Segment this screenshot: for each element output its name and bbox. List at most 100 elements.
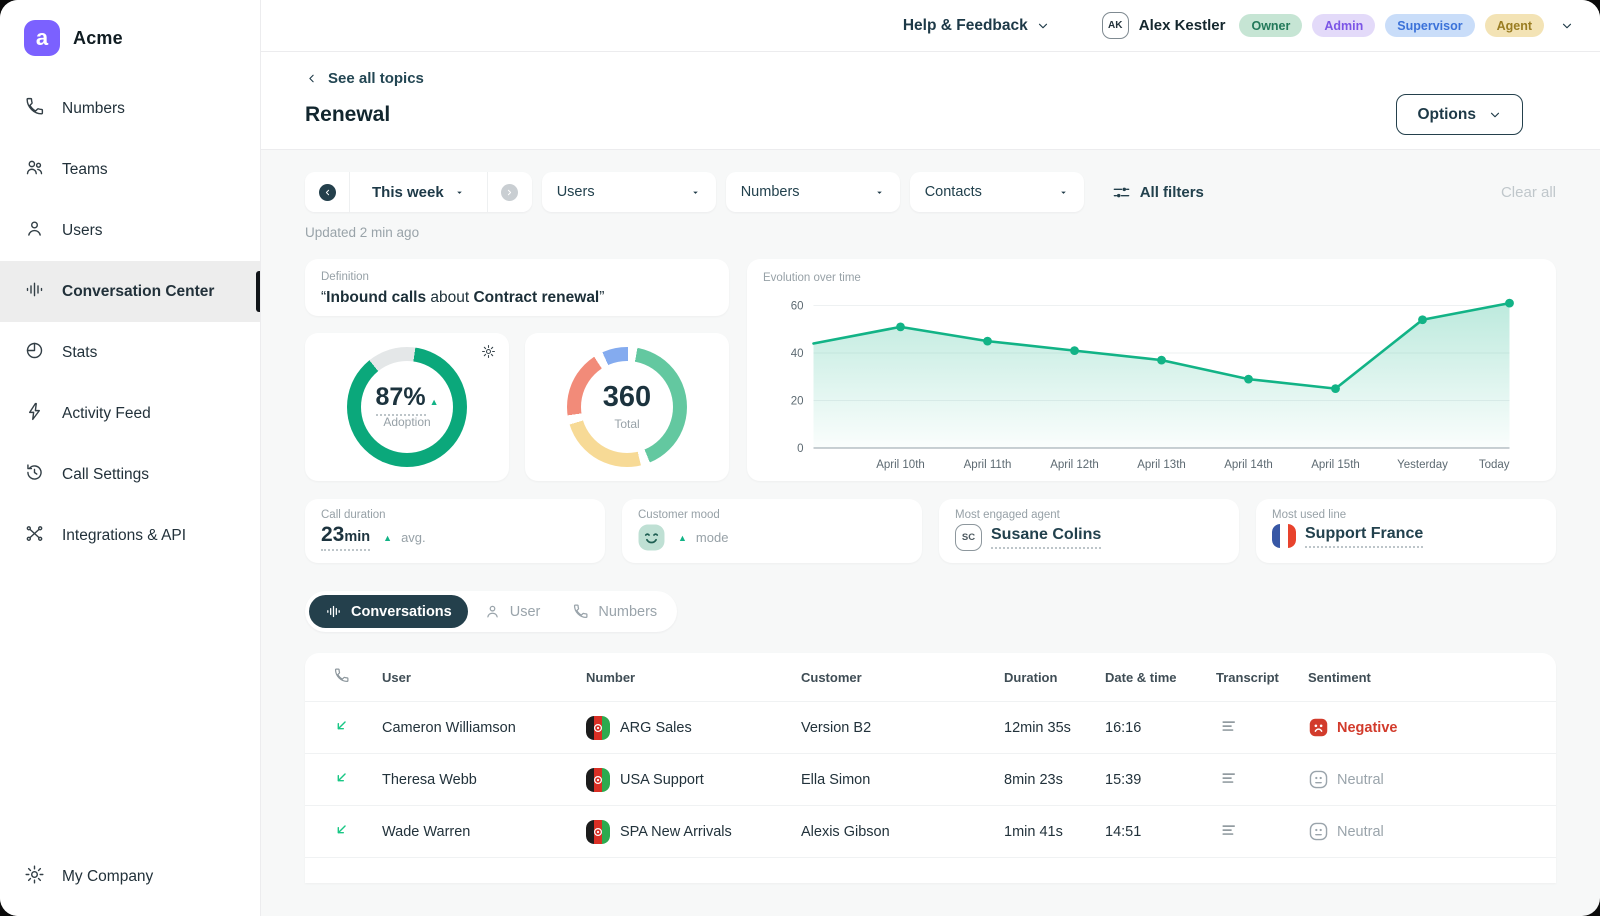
network-icon xyxy=(24,523,45,549)
caret-down-icon xyxy=(454,187,465,198)
main-region: Help & Feedback AK Alex Kestler Owner Ad… xyxy=(261,0,1600,916)
sentiment-label: Negative xyxy=(1337,720,1397,736)
bolt-icon xyxy=(24,401,45,427)
column-header: Sentiment xyxy=(1308,670,1556,685)
definition-label: Definition xyxy=(321,271,713,283)
happy-face-icon[interactable] xyxy=(638,524,665,551)
cell-customer: Version B2 xyxy=(801,720,1004,736)
sentiment-label: Neutral xyxy=(1337,772,1384,788)
adoption-value[interactable]: 87% xyxy=(376,385,439,410)
previous-period-button[interactable] xyxy=(305,172,349,212)
transcript-button[interactable] xyxy=(1216,713,1243,743)
agent-name[interactable]: Susane Colins xyxy=(991,526,1101,549)
sentiment-value: Negative xyxy=(1308,717,1556,738)
chevron-down-icon xyxy=(1560,19,1574,33)
user-icon xyxy=(484,603,501,620)
all-filters-button[interactable]: All filters xyxy=(1112,183,1204,202)
users-filter-dropdown[interactable]: Users xyxy=(542,172,716,212)
sidebar-item-call-settings[interactable]: Call Settings xyxy=(0,444,260,505)
cell-user: Wade Warren xyxy=(382,824,586,840)
svg-text:60: 60 xyxy=(791,301,804,313)
most-engaged-agent-card: Most engaged agent SC Susane Colins xyxy=(939,499,1239,563)
tab-conversations[interactable]: Conversations xyxy=(309,595,468,628)
options-button[interactable]: Options xyxy=(1396,94,1523,135)
stat-label: Call duration xyxy=(321,509,589,521)
tab-label: Numbers xyxy=(598,604,657,620)
sidebar-item-users[interactable]: Users xyxy=(0,200,260,261)
neutral-face-icon xyxy=(1308,769,1329,790)
caret-down-icon xyxy=(690,187,701,198)
pie-icon xyxy=(24,340,45,366)
stat-note: mode xyxy=(696,530,729,545)
cell-number: SPA New Arrivals xyxy=(586,820,801,844)
trend-up-icon xyxy=(383,533,392,543)
caret-down-icon xyxy=(874,187,885,198)
table-row[interactable]: Wade Warren SPA New Arrivals Alexis Gibs… xyxy=(305,805,1556,857)
cell-duration: 1min 41s xyxy=(1004,824,1105,840)
chevron-right-icon xyxy=(501,184,518,201)
role-badge-agent: Agent xyxy=(1485,14,1544,37)
content-area: This week Users Numbers xyxy=(261,150,1600,916)
sidebar-item-activity-feed[interactable]: Activity Feed xyxy=(0,383,260,444)
brand: a Acme xyxy=(0,0,260,70)
next-period-button[interactable] xyxy=(488,172,532,212)
most-used-line-card: Most used line Support France xyxy=(1256,499,1556,563)
cell-duration: 8min 23s xyxy=(1004,772,1105,788)
tab-numbers[interactable]: Numbers xyxy=(556,595,673,628)
transcript-button[interactable] xyxy=(1216,817,1243,847)
sidebar-item-numbers[interactable]: Numbers xyxy=(0,78,260,139)
country-flag-icon xyxy=(586,768,610,792)
call-duration-value[interactable]: 23min xyxy=(321,524,370,551)
evolution-chart-svg[interactable]: 0204060April 10thApril 11thApril 12thApr… xyxy=(763,288,1540,474)
clear-all-button[interactable]: Clear all xyxy=(1501,184,1556,201)
role-badge-admin: Admin xyxy=(1312,14,1375,37)
dropdown-label: Contacts xyxy=(925,184,982,200)
sidebar-item-label: Stats xyxy=(62,344,97,362)
teams-icon xyxy=(24,157,45,183)
sidebar-item-my-company[interactable]: My Company xyxy=(0,842,260,916)
sidebar-item-label: Integrations & API xyxy=(62,527,186,545)
call-direction-column-icon xyxy=(333,667,382,687)
country-flag-icon xyxy=(586,820,610,844)
app-window: a Acme Numbers Teams Users Conversation … xyxy=(0,0,1600,916)
svg-text:April 12th: April 12th xyxy=(1050,459,1099,471)
chevron-left-icon xyxy=(319,184,336,201)
transcript-icon xyxy=(1220,769,1239,788)
sentiment-label: Neutral xyxy=(1337,824,1384,840)
trend-up-icon xyxy=(678,533,687,543)
line-name[interactable]: Support France xyxy=(1305,525,1423,548)
table-row[interactable]: Cameron Williamson ARG Sales Version B2 … xyxy=(305,701,1556,753)
total-label: Total xyxy=(614,417,639,431)
brand-logo-icon: a xyxy=(24,20,60,56)
svg-text:20: 20 xyxy=(791,396,804,408)
sidebar-item-stats[interactable]: Stats xyxy=(0,322,260,383)
tab-user[interactable]: User xyxy=(468,595,557,628)
brand-name: Acme xyxy=(73,28,123,49)
table-row[interactable]: Theresa Webb USA Support Ella Simon 8min… xyxy=(305,753,1556,805)
cell-time: 14:51 xyxy=(1105,824,1216,840)
transcript-button[interactable] xyxy=(1216,765,1243,795)
sidebar-item-integrations-api[interactable]: Integrations & API xyxy=(0,505,260,566)
column-header: User xyxy=(382,670,586,685)
sidebar-item-teams[interactable]: Teams xyxy=(0,139,260,200)
user-icon xyxy=(24,218,45,244)
sidebar-item-label: Conversation Center xyxy=(62,283,214,301)
settings-gear-icon[interactable] xyxy=(481,344,496,364)
sidebar-item-label: Teams xyxy=(62,161,108,179)
sidebar-item-conversation-center[interactable]: Conversation Center xyxy=(0,261,260,322)
numbers-filter-dropdown[interactable]: Numbers xyxy=(726,172,900,212)
help-feedback-menu[interactable]: Help & Feedback xyxy=(903,17,1050,35)
cell-customer: Ella Simon xyxy=(801,772,1004,788)
adoption-card: 87% Adoption xyxy=(305,333,509,481)
period-dropdown[interactable]: This week xyxy=(350,184,487,201)
column-header: Date & time xyxy=(1105,670,1216,685)
svg-text:April 11th: April 11th xyxy=(964,459,1012,471)
role-badge-supervisor: Supervisor xyxy=(1385,14,1474,37)
contacts-filter-dropdown[interactable]: Contacts xyxy=(910,172,1084,212)
inbound-call-icon xyxy=(333,717,382,738)
total-card: 360 Total xyxy=(525,333,729,481)
sidebar-item-label: Call Settings xyxy=(62,466,149,484)
back-to-topics-link[interactable]: See all topics xyxy=(305,70,424,87)
page-header: See all topics Renewal Options xyxy=(261,52,1600,150)
account-menu[interactable]: AK Alex Kestler Owner Admin Supervisor A… xyxy=(1102,12,1574,39)
